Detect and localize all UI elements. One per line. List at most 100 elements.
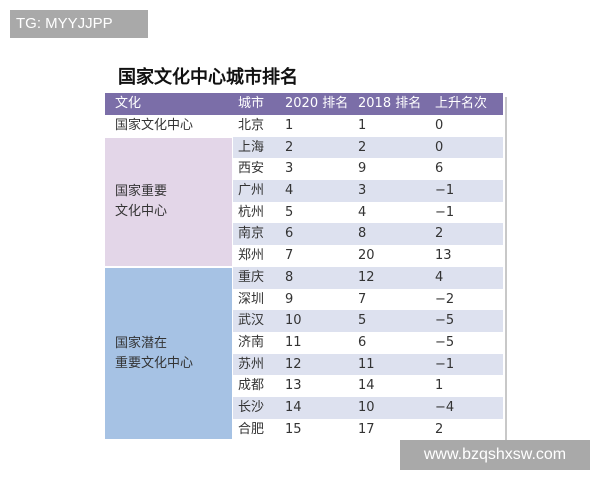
cell-rank-2018: 1 xyxy=(358,118,367,133)
cell-rank-2020: 1 xyxy=(285,118,294,133)
table-row: 杭州 5 4 −1 xyxy=(105,202,503,224)
row-stripe xyxy=(233,353,503,376)
cell-city: 苏州 xyxy=(238,356,265,372)
cell-rise: 0 xyxy=(435,118,444,133)
table-row: 重庆 8 12 4 xyxy=(105,266,503,289)
cell-city: 武汉 xyxy=(238,313,265,329)
row-stripe xyxy=(233,115,503,137)
cell-rank-2018: 4 xyxy=(358,204,367,220)
category-label: 文化中心 xyxy=(115,203,168,219)
cell-rank-2018: 9 xyxy=(358,161,367,177)
cell-rank-2020: 4 xyxy=(285,183,294,199)
cell-rise: −1 xyxy=(435,204,455,220)
cell-rank-2018: 20 xyxy=(358,248,375,264)
watermark-top-left: TG: MYYJJPP xyxy=(10,10,148,38)
cell-rise: −1 xyxy=(435,356,455,372)
cell-rise: −5 xyxy=(435,334,455,350)
table-row: 苏州 12 11 −1 xyxy=(105,353,503,376)
cell-rise: −4 xyxy=(435,399,455,415)
cell-rank-2020: 6 xyxy=(285,226,294,242)
cell-rank-2020: 15 xyxy=(285,421,302,437)
row-stripe xyxy=(233,266,503,289)
row-stripe xyxy=(233,310,503,332)
cell-rank-2020: 3 xyxy=(285,161,294,177)
cell-rank-2018: 10 xyxy=(358,399,375,415)
cell-city: 上海 xyxy=(238,139,265,155)
table-row: 济南 11 6 −5 xyxy=(105,332,503,354)
category-national-important: 国家重要 文化中心 xyxy=(105,137,232,266)
cell-city: 深圳 xyxy=(238,291,265,307)
cell-rise: 2 xyxy=(435,226,444,242)
cell-city: 南京 xyxy=(238,226,265,242)
category-label: 国家重要 xyxy=(115,183,168,199)
cell-city: 广州 xyxy=(238,183,265,199)
row-stripe xyxy=(233,396,503,419)
table-row: 成都 13 14 1 xyxy=(105,375,503,397)
cell-rise: 13 xyxy=(435,248,452,264)
header-rise: 上升名次 xyxy=(435,96,488,111)
header-city: 城市 xyxy=(238,96,265,111)
cell-rank-2018: 2 xyxy=(358,139,367,155)
row-stripe xyxy=(233,180,503,202)
cell-rank-2020: 10 xyxy=(285,313,302,329)
category-national-potential: 国家潜在 重要文化中心 xyxy=(105,267,232,440)
row-stripe xyxy=(233,136,503,159)
table-header: 文化 城市 2020 排名 2018 排名 上升名次 xyxy=(105,93,503,115)
table-row: 深圳 9 7 −2 xyxy=(105,289,503,311)
row-stripe xyxy=(233,158,503,180)
cell-rank-2020: 9 xyxy=(285,291,294,307)
cell-city: 长沙 xyxy=(238,399,265,415)
cell-rank-2020: 5 xyxy=(285,204,294,220)
cell-rise: 2 xyxy=(435,421,444,437)
category-label: 重要文化中心 xyxy=(115,355,194,371)
table-row: 北京 1 1 0 xyxy=(105,115,503,137)
table-right-border xyxy=(505,97,507,440)
cell-rank-2018: 8 xyxy=(358,226,367,242)
category-label: 国家文化中心 xyxy=(115,117,194,133)
cell-rank-2018: 6 xyxy=(358,334,367,350)
cell-rank-2020: 2 xyxy=(285,139,294,155)
table-row: 郑州 7 20 13 xyxy=(105,245,503,267)
cell-rise: −1 xyxy=(435,183,455,199)
cell-rank-2018: 3 xyxy=(358,183,367,199)
cell-city: 重庆 xyxy=(238,269,265,285)
cell-rank-2020: 7 xyxy=(285,248,294,264)
ranking-table: 文化 城市 2020 排名 2018 排名 上升名次 国家文化中心 国家重要文化中… xyxy=(105,93,503,441)
cell-rise: −2 xyxy=(435,291,455,307)
cell-rank-2018: 14 xyxy=(358,378,375,394)
row-stripe xyxy=(233,202,503,224)
table-row: 长沙 14 10 −4 xyxy=(105,396,503,419)
cell-rise: 1 xyxy=(435,378,444,394)
table-row: 武汉 10 5 −5 xyxy=(105,310,503,332)
cell-city: 杭州 xyxy=(238,204,265,220)
cell-city: 西安 xyxy=(238,161,265,177)
header-2018-rank: 2018 排名 xyxy=(358,96,422,111)
header-culture: 文化 xyxy=(115,96,142,111)
cell-rise: 6 xyxy=(435,161,444,177)
cell-rank-2020: 11 xyxy=(285,334,302,350)
cell-rank-2018: 17 xyxy=(358,421,375,437)
row-stripe xyxy=(233,289,503,311)
cell-rise: 0 xyxy=(435,139,444,155)
cell-rank-2020: 8 xyxy=(285,269,294,285)
cell-rank-2018: 11 xyxy=(358,356,375,372)
table-row: 合肥 15 17 2 xyxy=(105,419,503,441)
table-row: 上海 2 2 0 xyxy=(105,136,503,159)
page-title: 国家文化中心城市排名 xyxy=(118,67,298,88)
table-row: 广州 4 3 −1 xyxy=(105,180,503,202)
cell-city: 郑州 xyxy=(238,248,265,264)
cell-rank-2018: 5 xyxy=(358,313,367,329)
table-row: 西安 3 9 6 xyxy=(105,158,503,180)
cell-city: 北京 xyxy=(238,118,265,133)
cell-rank-2020: 14 xyxy=(285,399,302,415)
cell-rise: −5 xyxy=(435,313,455,329)
cell-city: 成都 xyxy=(238,378,265,394)
category-national-center: 国家文化中心 xyxy=(105,115,232,137)
cell-rank-2020: 13 xyxy=(285,378,302,394)
cell-rank-2020: 12 xyxy=(285,356,302,372)
header-2020-rank: 2020 排名 xyxy=(285,96,349,111)
watermark-bottom-right: www.bzqshxsw.com xyxy=(400,440,590,470)
table-row: 南京 6 8 2 xyxy=(105,223,503,246)
cell-city: 济南 xyxy=(238,334,265,350)
row-stripe xyxy=(233,332,503,354)
